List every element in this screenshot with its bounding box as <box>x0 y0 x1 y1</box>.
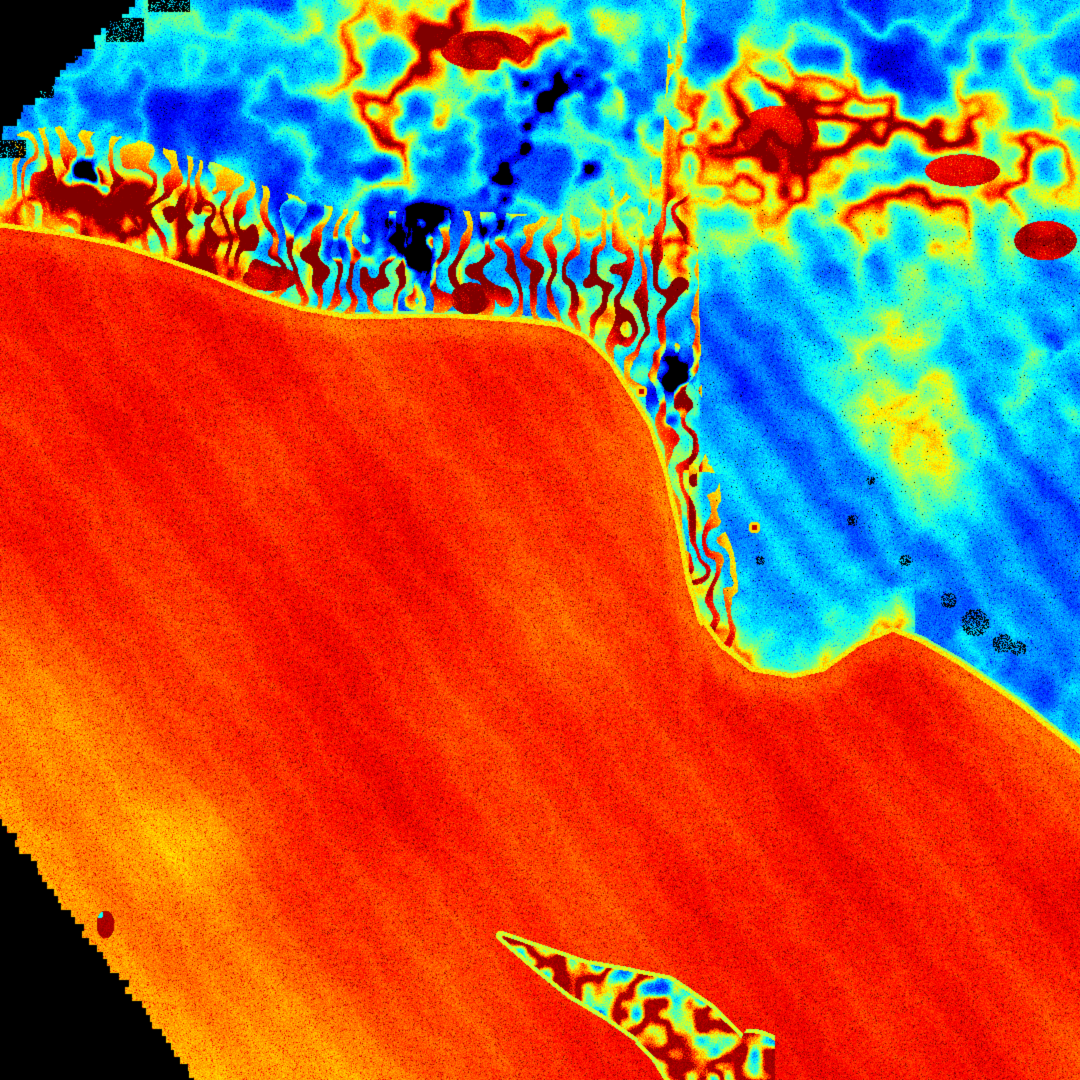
screenshot-root <box>0 0 1080 1080</box>
false-color-satellite-raster-image <box>0 0 1080 1080</box>
